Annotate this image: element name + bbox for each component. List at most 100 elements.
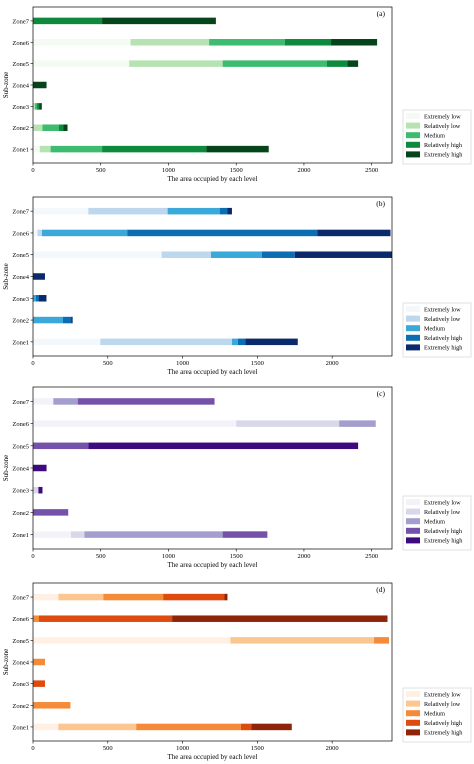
- legend-swatch: [406, 537, 420, 544]
- legend-swatch: [406, 151, 420, 158]
- bar-segment: [33, 60, 130, 67]
- bar-segment: [33, 273, 45, 280]
- y-axis-label: Sub-zone: [2, 72, 10, 98]
- y-tick-label: Zone4: [12, 466, 29, 473]
- x-tick-label: 1000: [176, 360, 189, 367]
- x-tick-label: 1500: [251, 745, 264, 752]
- bar-segment: [41, 229, 128, 237]
- bar-segment: [33, 316, 63, 324]
- bar-segment: [33, 420, 237, 427]
- bar-segment: [339, 420, 376, 427]
- legend-swatch: [406, 315, 420, 322]
- y-tick-label: Zone5: [12, 61, 29, 68]
- bar-segment: [237, 338, 246, 346]
- y-tick-label: Zone1: [12, 147, 29, 154]
- bar-segment: [50, 145, 103, 153]
- bar-segment: [33, 251, 162, 258]
- bar-segment: [71, 316, 73, 324]
- y-tick-label: Zone3: [12, 681, 29, 688]
- bar-segment: [33, 723, 59, 731]
- panel-label: (d): [376, 585, 385, 594]
- bar-segment: [167, 207, 220, 215]
- legend-label: Extremely low: [424, 306, 461, 313]
- y-tick-label: Zone2: [12, 703, 29, 710]
- bar-segment: [136, 723, 241, 731]
- legend-swatch: [406, 141, 420, 148]
- bar-segment: [245, 338, 298, 346]
- bar-segment: [58, 124, 64, 131]
- y-tick-label: Zone6: [12, 616, 29, 623]
- x-tick-label: 2000: [297, 167, 310, 174]
- legend-label: Extremely low: [424, 113, 461, 120]
- bar-segment: [331, 39, 378, 46]
- legend-label: Extremely high: [424, 730, 463, 737]
- y-tick-label: Zone5: [12, 638, 29, 645]
- bar-segment: [100, 338, 232, 346]
- bar-segment: [317, 229, 391, 237]
- x-tick-label: 500: [96, 553, 106, 560]
- bar-segment: [224, 593, 228, 601]
- legend-swatch: [406, 719, 420, 726]
- bar-segment: [33, 207, 89, 215]
- bar-segment: [206, 145, 269, 153]
- legend: Extremely low Relatively low Medium Relativ…: [402, 109, 472, 165]
- bar-segment: [33, 509, 69, 516]
- bar-segment: [33, 637, 231, 644]
- y-tick-label: Zone7: [12, 209, 29, 216]
- y-tick-label: Zone5: [12, 252, 29, 259]
- chart-panel-1: Zone1 Zone2 Zone3 Zone4 Zone5 Zone6 Zone7 0 500 1…: [2, 6, 472, 183]
- plot-frame: [32, 6, 393, 164]
- x-tick-label: 500: [103, 360, 113, 367]
- bar-segment: [172, 615, 388, 622]
- legend-swatch: [406, 122, 420, 129]
- y-tick-label: Zone7: [12, 595, 29, 602]
- y-tick-label: Zone4: [12, 274, 29, 281]
- bar-segment: [222, 531, 268, 538]
- bar-segment: [53, 398, 78, 405]
- x-tick-label: 0: [31, 745, 34, 752]
- x-axis-label: The area occupied by each level: [168, 175, 258, 183]
- legend-swatch: [406, 344, 420, 351]
- legend-swatch: [406, 729, 420, 736]
- legend-label: Relatively low: [424, 509, 461, 516]
- bar-segment: [102, 17, 216, 25]
- legend-label: Relatively high: [424, 720, 463, 727]
- legend-swatch: [406, 518, 420, 525]
- legend-swatch: [406, 334, 420, 341]
- legend-label: Relatively low: [424, 123, 461, 130]
- legend-label: Extremely low: [424, 499, 461, 506]
- bar-segment: [38, 615, 173, 622]
- bar-segment: [33, 702, 71, 709]
- legend-swatch: [406, 700, 420, 707]
- bar-segment: [374, 637, 390, 644]
- bar-segment: [163, 593, 225, 601]
- bar-segment: [33, 680, 45, 687]
- bar-segment: [88, 207, 168, 215]
- x-tick-label: 500: [103, 745, 113, 752]
- legend-label: Extremely high: [424, 538, 463, 545]
- chart-panel-3: Zone1 Zone2 Zone3 Zone4 Zone5 Zone6 Zone7 0 500 1…: [2, 386, 472, 569]
- x-axis-label: The area occupied by each level: [168, 561, 258, 569]
- legend: Extremely low Relatively low Medium Relativ…: [402, 302, 472, 358]
- bar-segment: [33, 615, 39, 622]
- bar-segment: [38, 486, 43, 494]
- legend-swatch: [406, 132, 420, 139]
- x-tick-label: 1000: [162, 167, 175, 174]
- y-tick-label: Zone4: [12, 83, 29, 90]
- chart-panel-2: Zone1 Zone2 Zone3 Zone4 Zone5 Zone6 Zone7 0 500 1…: [2, 196, 472, 376]
- bar-segment: [88, 442, 359, 450]
- bar-segment: [77, 398, 215, 405]
- bar-segment: [70, 531, 85, 538]
- legend-label: Medium: [424, 133, 445, 140]
- y-tick-label: Zone4: [12, 660, 29, 667]
- legend-label: Medium: [424, 519, 445, 526]
- y-tick-label: Zone7: [12, 18, 29, 25]
- panel-label: (c): [377, 389, 386, 398]
- bar-segment: [33, 124, 43, 131]
- bar-segment: [227, 207, 232, 215]
- x-tick-label: 0: [31, 167, 34, 174]
- bar-segment: [240, 723, 252, 731]
- y-tick-label: Zone1: [12, 339, 29, 346]
- y-tick-label: Zone1: [12, 532, 29, 539]
